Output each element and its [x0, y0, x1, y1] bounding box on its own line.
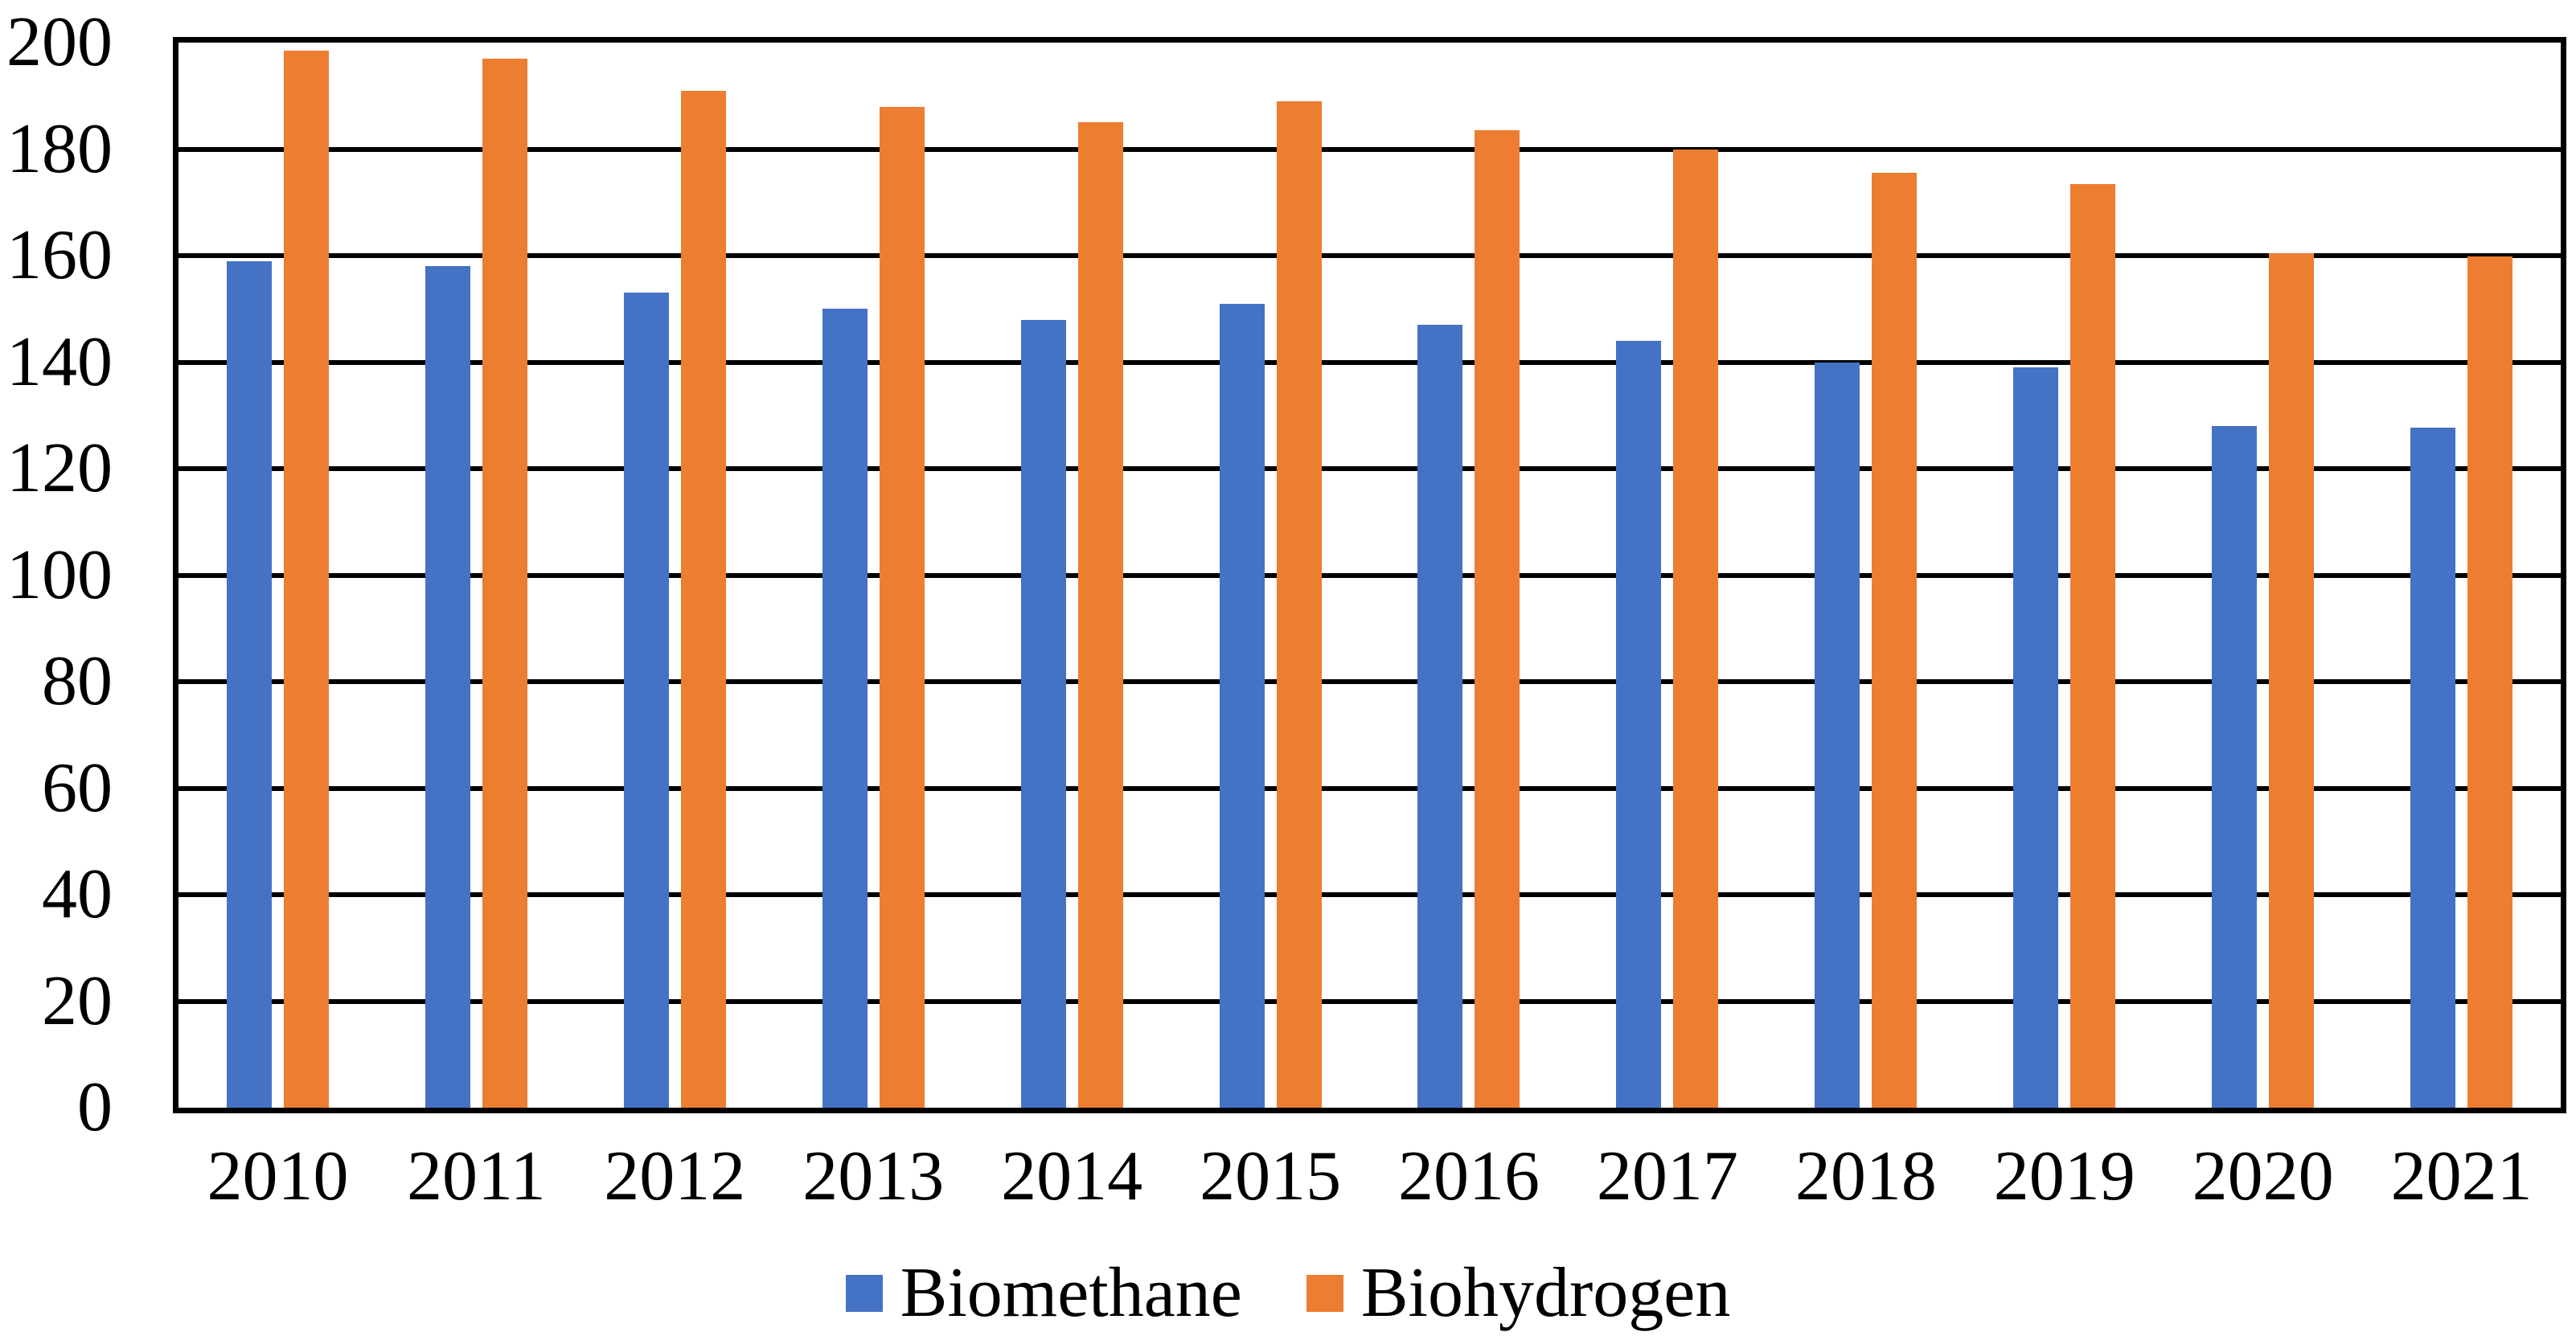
y-tick-label-180: 180 — [6, 109, 113, 188]
bar-biomethane-2010 — [226, 260, 272, 1108]
y-tick-label-80: 80 — [42, 642, 113, 720]
bar-biomethane-2017 — [1616, 341, 1662, 1108]
legend-label-biohydrogen: Biohydrogen — [1360, 1254, 1731, 1332]
x-axis-label-2021: 2021 — [2390, 1137, 2533, 1215]
plot-area — [173, 37, 2566, 1113]
bar-biomethane-2016 — [1417, 325, 1463, 1108]
category-slot-2011 — [377, 43, 576, 1108]
bar-biomethane-2013 — [822, 309, 868, 1108]
bar-biohydrogen-2019 — [2070, 183, 2116, 1108]
bar-biomethane-2018 — [1815, 362, 1860, 1108]
bar-biomethane-2011 — [425, 266, 470, 1108]
category-slot-2013 — [774, 43, 973, 1108]
bar-biohydrogen-2012 — [680, 90, 726, 1108]
legend-item-biomethane: Biomethane — [845, 1254, 1242, 1332]
bar-biohydrogen-2011 — [482, 58, 527, 1108]
bar-biohydrogen-2020 — [2269, 252, 2315, 1108]
category-slot-2010 — [178, 43, 377, 1108]
y-tick-label-40: 40 — [42, 855, 113, 933]
y-tick-label-120: 120 — [6, 429, 113, 507]
bar-biomethane-2012 — [623, 293, 669, 1108]
x-axis-label-2017: 2017 — [1596, 1137, 1738, 1215]
y-tick-label-160: 160 — [6, 216, 113, 294]
biohydrogen-swatch-icon — [1306, 1275, 1343, 1312]
gridline-20 — [178, 998, 2561, 1004]
y-tick-label-60: 60 — [42, 748, 113, 827]
bar-slots — [178, 43, 2561, 1108]
bar-biohydrogen-2015 — [1276, 100, 1322, 1108]
category-slot-2017 — [1568, 43, 1766, 1108]
x-axis-label-2013: 2013 — [802, 1137, 945, 1215]
category-slot-2020 — [2164, 43, 2362, 1108]
bar-biohydrogen-2013 — [879, 106, 925, 1108]
x-axis-label-2011: 2011 — [407, 1137, 546, 1215]
y-tick-label-20: 20 — [42, 961, 113, 1040]
bar-biomethane-2015 — [1219, 303, 1265, 1108]
gridline-180 — [178, 146, 2561, 152]
x-axis-label-2018: 2018 — [1795, 1137, 1937, 1215]
bar-biohydrogen-2010 — [283, 50, 329, 1108]
gridline-140 — [178, 359, 2561, 365]
legend-item-biohydrogen: Biohydrogen — [1306, 1254, 1731, 1332]
category-slot-2016 — [1370, 43, 1569, 1108]
bar-biomethane-2019 — [2013, 367, 2059, 1108]
y-tick-label-100: 100 — [6, 535, 113, 614]
x-axis-tick-labels: 2010 2011 2012 2013 2014 2015 2016 2017 2018 2019… — [178, 1141, 2561, 1212]
bar-biomethane-2014 — [1020, 319, 1066, 1108]
gridline-60 — [178, 785, 2561, 791]
x-axis-label-2020: 2020 — [2192, 1137, 2334, 1215]
x-axis-label-2015: 2015 — [1200, 1137, 1342, 1215]
gridline-120 — [178, 466, 2561, 471]
gridline-160 — [178, 253, 2561, 258]
bar-biohydrogen-2016 — [1475, 130, 1520, 1108]
legend: Biomethane Biohydrogen — [0, 1258, 2576, 1329]
x-axis-label-2012: 2012 — [604, 1137, 746, 1215]
biomethane-swatch-icon — [845, 1275, 883, 1312]
bar-biohydrogen-2017 — [1673, 149, 1719, 1108]
bar-biohydrogen-2018 — [1872, 173, 1918, 1108]
gridline-100 — [178, 572, 2561, 578]
category-slot-2018 — [1766, 43, 1965, 1108]
y-tick-label-140: 140 — [6, 322, 113, 401]
x-axis-label-2010: 2010 — [207, 1137, 349, 1215]
y-axis-tick-labels: 0 20 40 60 80 100 120 140 160 180 200 — [0, 7, 113, 1143]
category-slot-2012 — [576, 43, 774, 1108]
bar-biohydrogen-2021 — [2467, 256, 2513, 1108]
bar-biomethane-2021 — [2410, 428, 2456, 1108]
x-axis-label-2016: 2016 — [1397, 1137, 1540, 1215]
category-slot-2019 — [1965, 43, 2164, 1108]
bar-biomethane-2020 — [2212, 426, 2258, 1108]
gridline-40 — [178, 892, 2561, 897]
y-tick-label-0: 0 — [77, 1068, 113, 1146]
legend-label-biomethane: Biomethane — [900, 1254, 1242, 1332]
category-slot-2015 — [1171, 43, 1370, 1108]
category-slot-2021 — [2362, 43, 2561, 1108]
gridline-80 — [178, 679, 2561, 684]
category-slot-2014 — [973, 43, 1171, 1108]
x-axis-label-2019: 2019 — [1993, 1137, 2135, 1215]
bar-biohydrogen-2014 — [1077, 122, 1123, 1108]
y-tick-label-200: 200 — [6, 3, 113, 81]
x-axis-label-2014: 2014 — [1001, 1137, 1143, 1215]
